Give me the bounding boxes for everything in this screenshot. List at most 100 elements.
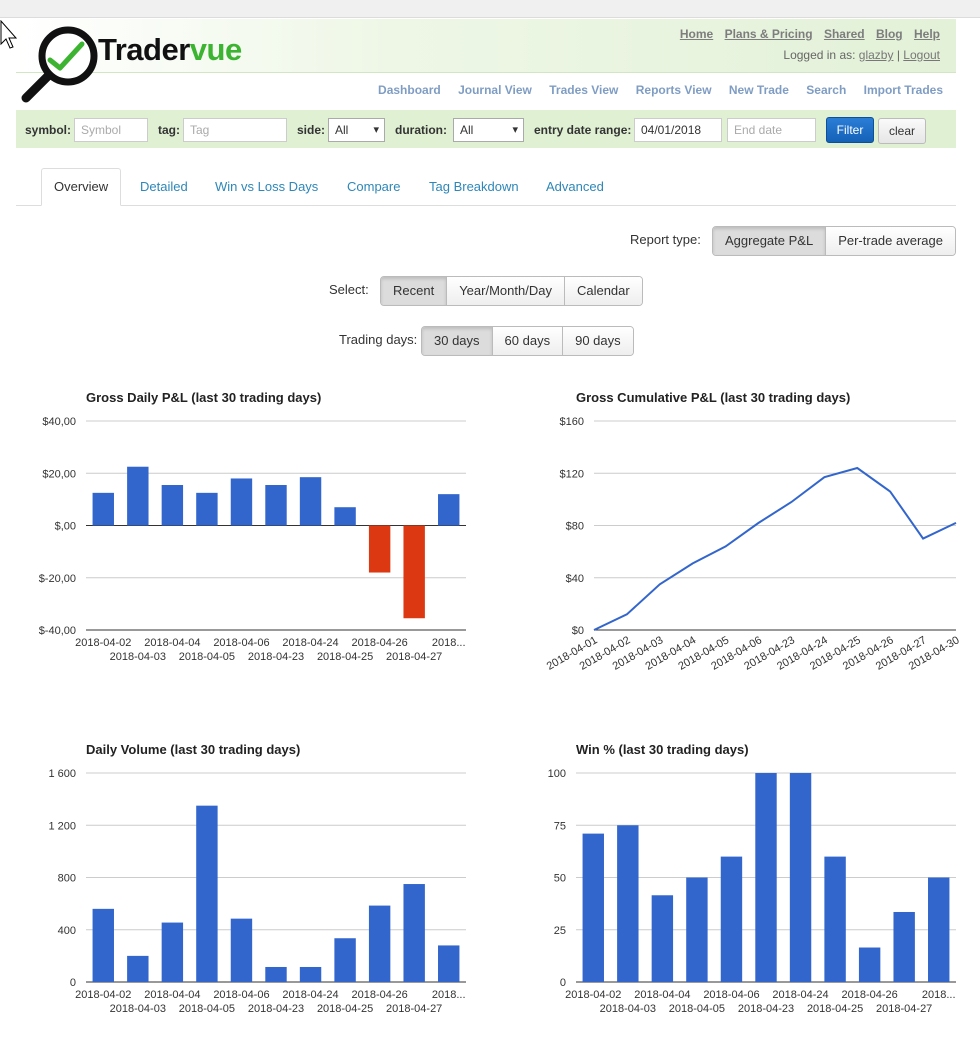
end-date-input[interactable]: End date xyxy=(727,118,816,142)
tab-win-vs-loss-days[interactable]: Win vs Loss Days xyxy=(215,179,319,194)
x-tick-label: 2018-04-24 xyxy=(282,989,338,1001)
y-tick-label: 0 xyxy=(560,977,566,989)
y-tick-label: 50 xyxy=(554,873,566,885)
nav-import-trades[interactable]: Import Trades xyxy=(863,83,943,97)
y-tick-label: $40,00 xyxy=(42,416,76,428)
symbol-input[interactable]: Symbol xyxy=(74,118,148,142)
nav-reports-view[interactable]: Reports View xyxy=(635,83,712,97)
nav-journal-view[interactable]: Journal View xyxy=(458,83,532,97)
bar xyxy=(651,895,674,982)
tag-input[interactable]: Tag xyxy=(183,118,287,142)
tab-detailed[interactable]: Detailed xyxy=(140,179,188,194)
side-label: side: xyxy=(297,123,326,137)
nav-search[interactable]: Search xyxy=(806,83,847,97)
x-tick-label: 2018-04-24 xyxy=(772,989,828,1001)
bar xyxy=(824,856,846,982)
trading-days-30[interactable]: 30 days xyxy=(422,327,493,355)
y-tick-label: 100 xyxy=(548,768,566,780)
filter-button[interactable]: Filter xyxy=(826,117,874,143)
bar xyxy=(127,466,149,526)
symbol-label: symbol: xyxy=(25,123,72,137)
report-tabs: Overview Detailed Win vs Loss Days Compa… xyxy=(16,168,956,206)
report-type-per-trade[interactable]: Per-trade average xyxy=(826,227,955,255)
clear-button[interactable]: clear xyxy=(878,118,926,144)
tab-tag-breakdown[interactable]: Tag Breakdown xyxy=(429,179,519,194)
bar xyxy=(720,856,743,982)
bar xyxy=(299,966,322,982)
date-range-label: entry date range: xyxy=(534,123,632,137)
select-label: Select: xyxy=(329,282,369,297)
tab-advanced[interactable]: Advanced xyxy=(546,179,604,194)
x-tick-label: 2018... xyxy=(922,989,956,1001)
magnifier-logo-icon[interactable] xyxy=(20,24,230,104)
trading-days-90[interactable]: 90 days xyxy=(563,327,633,355)
bar xyxy=(368,525,391,573)
x-tick-label: 2018-04-05 xyxy=(179,1003,235,1015)
bar xyxy=(858,947,881,982)
bar xyxy=(230,918,253,982)
tab-compare[interactable]: Compare xyxy=(347,179,401,194)
bar xyxy=(582,833,604,982)
duration-select[interactable]: All xyxy=(453,118,524,142)
select-recent[interactable]: Recent xyxy=(381,277,448,305)
select-toggle: Recent Year/Month/Day Calendar xyxy=(380,276,643,306)
x-tick-label: 2018-04-25 xyxy=(807,1003,863,1015)
y-tick-label: $-20,00 xyxy=(39,573,76,585)
logout-link[interactable]: Logout xyxy=(903,48,940,62)
y-tick-label: $0 xyxy=(572,625,584,637)
y-tick-label: 1 600 xyxy=(48,768,76,780)
brand-part2: vue xyxy=(189,32,242,67)
link-blog[interactable]: Blog xyxy=(875,27,903,41)
bar xyxy=(893,911,915,982)
chart-title-win-percent: Win % (last 30 trading days) xyxy=(576,742,749,757)
y-tick-label: $40 xyxy=(566,573,584,585)
win-percent-chart: 0 25 50 75 100 2018-04-02 2018-04-03 2018-04-04… xyxy=(548,768,956,1015)
bar xyxy=(230,478,253,526)
cumulative-pnl-chart: $0$40$80$120$1602018-04-012018-04-022018… xyxy=(545,416,962,673)
login-prefix: Logged in as: xyxy=(783,48,856,62)
y-tick-label: $-40,00 xyxy=(39,625,76,637)
select-year-month-day[interactable]: Year/Month/Day xyxy=(447,277,565,305)
bar xyxy=(334,938,356,982)
site-header xyxy=(16,19,956,73)
x-tick-label: 2018-04-02 xyxy=(75,637,131,649)
bar xyxy=(92,908,114,982)
series-line xyxy=(593,466,957,631)
y-tick-label: 0 xyxy=(70,977,76,989)
link-home[interactable]: Home xyxy=(679,27,714,41)
link-help[interactable]: Help xyxy=(913,27,940,41)
start-date-input[interactable]: 04/01/2018 xyxy=(634,118,722,142)
bar xyxy=(196,805,218,982)
tab-overview[interactable]: Overview xyxy=(41,168,122,206)
report-type-label: Report type: xyxy=(630,232,701,247)
link-shared[interactable]: Shared xyxy=(823,27,865,41)
select-calendar[interactable]: Calendar xyxy=(564,277,642,305)
bar xyxy=(403,884,425,982)
nav-trades-view[interactable]: Trades View xyxy=(549,83,619,97)
bar xyxy=(368,905,391,982)
nav-new-trade[interactable]: New Trade xyxy=(728,83,789,97)
x-tick-label: 2018... xyxy=(432,989,466,1001)
link-plans-pricing[interactable]: Plans & Pricing xyxy=(724,27,813,41)
trading-days-60[interactable]: 60 days xyxy=(492,327,564,355)
x-tick-label: 2018-04-26 xyxy=(351,637,407,649)
brand-logo-text[interactable]: Tradervue xyxy=(98,32,242,68)
login-separator: | xyxy=(896,48,900,62)
side-select[interactable]: All xyxy=(328,118,385,142)
login-status: Logged in as: glazby | Logout xyxy=(783,48,940,62)
x-tick-label: 2018-04-05 xyxy=(669,1003,725,1015)
bar xyxy=(438,494,460,526)
x-tick-label: 2018-04-23 xyxy=(248,1003,304,1015)
bar xyxy=(617,825,639,982)
nav-dashboard[interactable]: Dashboard xyxy=(378,83,441,97)
y-tick-label: 25 xyxy=(554,925,566,937)
x-tick-label: 2018-04-27 xyxy=(386,651,442,663)
bar xyxy=(92,492,114,526)
bar xyxy=(403,525,425,619)
x-tick-label: 2018-04-06 xyxy=(703,989,759,1001)
bar xyxy=(334,507,356,526)
report-type-aggregate[interactable]: Aggregate P&L xyxy=(713,227,827,255)
bar xyxy=(265,485,287,526)
username-link[interactable]: glazby xyxy=(858,48,894,62)
x-tick-label: 2018-04-24 xyxy=(282,637,338,649)
